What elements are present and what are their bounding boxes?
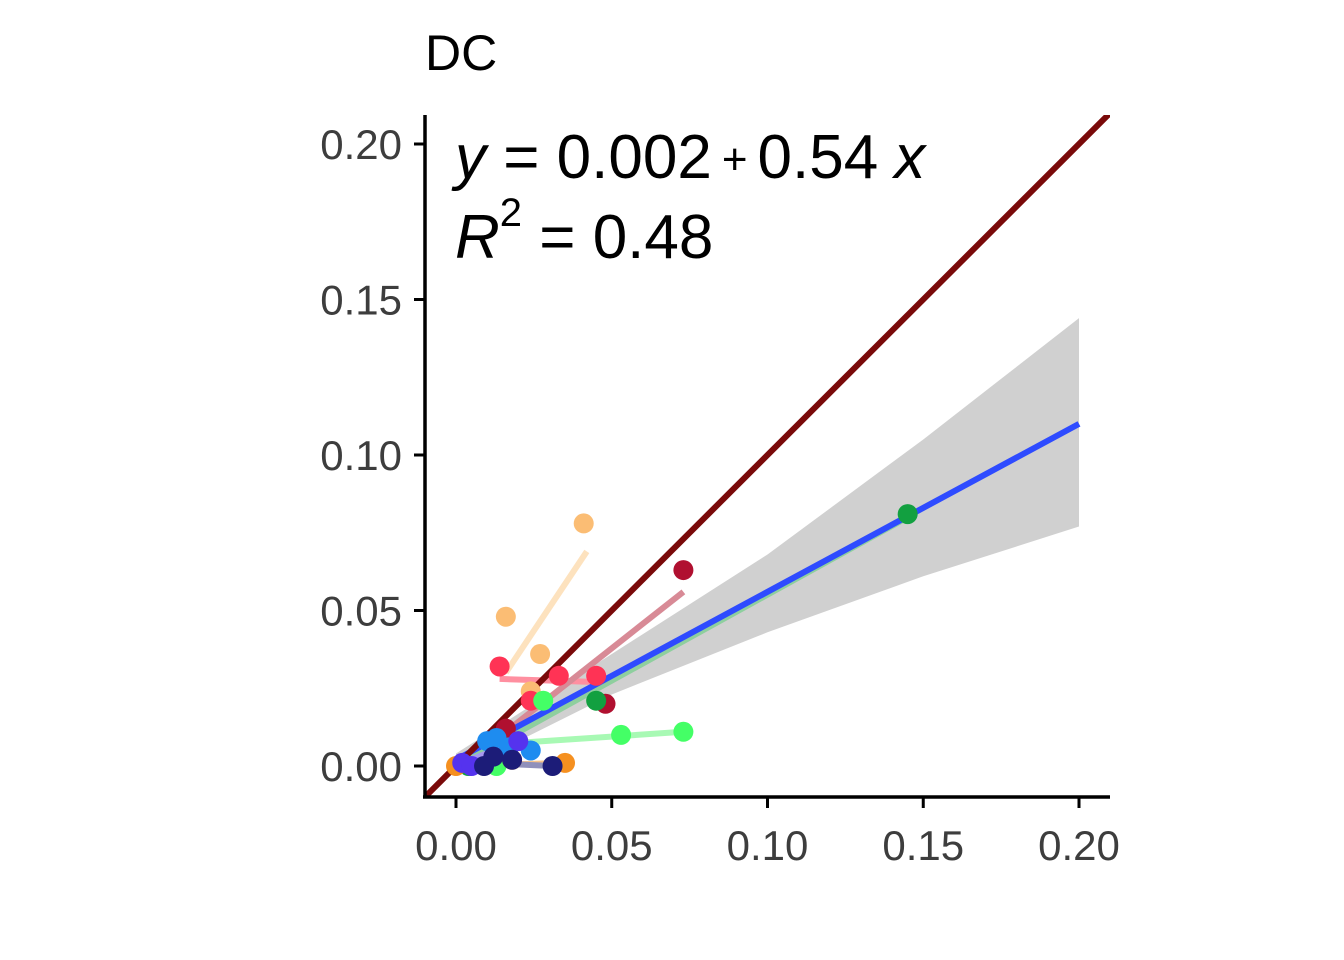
data-point-4-1 <box>673 721 694 742</box>
x-tick-label: 0.00 <box>415 822 497 869</box>
y-tick-label: 0.00 <box>320 743 402 790</box>
data-point-9-2 <box>483 746 504 767</box>
y-tick-label: 0.15 <box>320 277 402 324</box>
data-point-7-4 <box>477 731 498 752</box>
chart-title: DC <box>425 25 497 81</box>
y-tick-label: 0.20 <box>320 121 402 168</box>
regression-line-layer <box>454 421 1081 763</box>
group-fit-line-1 <box>503 549 590 675</box>
regression-line <box>454 421 1081 763</box>
data-point-2-3 <box>586 665 607 686</box>
data-point-5-2 <box>586 690 607 711</box>
data-point-1-3 <box>530 644 551 665</box>
data-point-1-1 <box>573 513 594 534</box>
identity-line <box>425 115 1110 797</box>
axes: 0.00 0.05 0.10 0.15 0.20 0.00 0.05 0.10 0.15 0.2… <box>320 115 1120 869</box>
data-point-5-1 <box>897 504 918 525</box>
data-point-2-2 <box>548 665 569 686</box>
equation-plus: + <box>722 135 748 184</box>
regression-annotation: y = 0.002 +0.54 x R2 = 0.48 <box>451 123 927 272</box>
x-tick-label: 0.15 <box>882 822 964 869</box>
equation-intercept: 0.002 <box>557 123 712 192</box>
equation-text: y = 0.002 +0.54 x <box>451 123 927 192</box>
data-points-layer <box>446 504 918 776</box>
r-squared-var: R <box>455 203 500 272</box>
equation-equals: = <box>486 123 557 192</box>
equation-slope: 0.54 <box>758 123 879 192</box>
data-point-8-2 <box>508 731 529 752</box>
data-point-1-2 <box>495 606 516 627</box>
x-tick-label: 0.10 <box>727 822 809 869</box>
y-tick-label: 0.05 <box>320 588 402 635</box>
identity-line-layer <box>425 115 1110 797</box>
r-squared-superscript: 2 <box>500 191 522 235</box>
x-tick-label: 0.20 <box>1038 822 1120 869</box>
data-point-2-1 <box>489 656 510 677</box>
data-point-9-3 <box>502 749 523 770</box>
group-fit-line-2 <box>499 675 597 686</box>
data-point-4-3 <box>533 690 554 711</box>
equation-y-var: y <box>451 123 490 192</box>
data-point-4-2 <box>611 724 632 745</box>
x-tick-label: 0.05 <box>571 822 653 869</box>
r-squared-text: R2 = 0.48 <box>455 191 713 272</box>
plot-area <box>425 115 1110 797</box>
x-axis-ticks: 0.00 0.05 0.10 0.15 0.20 <box>415 797 1120 869</box>
data-point-3-1 <box>673 560 694 581</box>
y-axis-ticks: 0.00 0.05 0.10 0.15 0.20 <box>320 121 425 790</box>
data-point-9-4 <box>542 756 563 776</box>
confidence-band-layer <box>456 318 1079 773</box>
equation-x-var: x <box>891 123 927 192</box>
confidence-band <box>456 318 1079 773</box>
y-tick-label: 0.10 <box>320 432 402 479</box>
r-squared-value: 0.48 <box>593 203 714 272</box>
r-squared-equals: = <box>522 203 593 272</box>
